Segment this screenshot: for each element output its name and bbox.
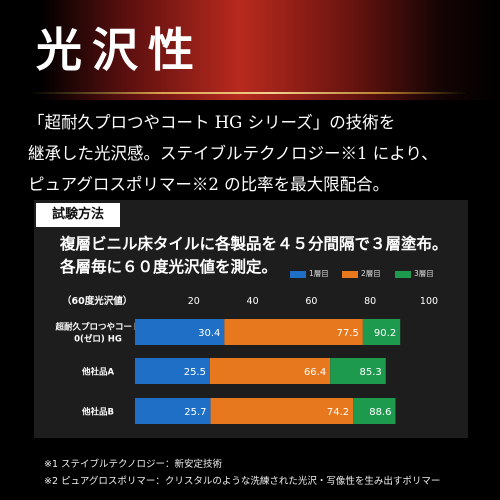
tick-label: 40 — [247, 296, 259, 307]
data-label: 25.5 — [184, 367, 206, 378]
bar-segment — [224, 319, 363, 345]
intro-text: 「超耐久プロつやコート HG シリーズ」の技術を 継承した光沢感。ステイブルテク… — [28, 107, 478, 200]
tick-label: 100 — [420, 296, 438, 307]
test-method-description: 複層ビニル床タイルに各製品を４５分間隔で３層塗布。 各層毎に６０度光沢値を測定。 — [60, 233, 448, 279]
banner-title: 光沢性 — [36, 23, 204, 77]
legend-swatch — [342, 270, 358, 278]
category-label: 超耐久プロつやコート — [54, 322, 140, 333]
bar-segment — [135, 358, 210, 384]
legend-item-layer2: 2層目 — [342, 269, 381, 279]
data-label: 66.4 — [304, 367, 326, 378]
bar-segment — [210, 398, 354, 424]
data-label: 30.4 — [198, 328, 220, 339]
category-label: 0(ゼロ) HG — [74, 334, 122, 345]
bar-segment — [135, 319, 225, 345]
footnotes: ※1 ステイブルテクノロジー：新安定技術 ※2 ピュアグロスポリマー：クリスタル… — [44, 456, 440, 490]
title-banner: 光沢性 — [0, 0, 500, 100]
legend-swatch — [290, 270, 306, 278]
data-label: 74.2 — [327, 407, 349, 418]
bar-segment — [330, 358, 386, 384]
footnote: ※2 ピュアグロスポリマー：クリスタルのような洗練された光沢・写像性を生み出すポ… — [44, 476, 441, 487]
bar-segment — [209, 358, 331, 384]
tick-label: 20 — [188, 296, 200, 307]
footnote: ※1 ステイブルテクノロジー：新安定技術 — [44, 459, 222, 470]
legend-label: 2層目 — [361, 269, 381, 278]
intro-line: ピュアグロスポリマー※2 の比率を最大限配合。 — [28, 175, 390, 194]
bar-segment — [353, 398, 396, 424]
category-label: 他社品A — [81, 367, 115, 378]
category-label: 他社品B — [81, 407, 114, 418]
data-label: 25.7 — [184, 407, 206, 418]
axis-title: （60度光沢値） — [62, 295, 132, 307]
description-line: 複層ビニル床タイルに各製品を４５分間隔で３層塗布。 — [60, 235, 448, 253]
legend-item-layer3: 3層目 — [395, 269, 434, 279]
legend-swatch — [395, 270, 411, 278]
description-line: 各層毎に６０度光沢値を測定。 — [60, 258, 278, 276]
test-method-label: 試験方法 — [36, 203, 120, 227]
legend-item-layer1: 1層目 — [290, 269, 329, 279]
data-label: 77.5 — [337, 328, 359, 339]
banner-divider — [30, 92, 470, 94]
data-label: 90.2 — [374, 328, 396, 339]
data-label: 85.3 — [360, 367, 382, 378]
legend-label: 1層目 — [309, 269, 329, 278]
legend-label: 3層目 — [414, 269, 434, 278]
intro-line: 継承した光沢感。ステイブルテクノロジー※1 により、 — [28, 144, 438, 163]
bar-segment — [362, 319, 401, 345]
tick-label: 80 — [364, 296, 376, 307]
tick-label: 60 — [305, 296, 317, 307]
intro-line: 「超耐久プロつやコート HG シリーズ」の技術を — [28, 113, 396, 132]
data-label: 88.6 — [369, 407, 391, 418]
bar-segment — [135, 398, 211, 424]
